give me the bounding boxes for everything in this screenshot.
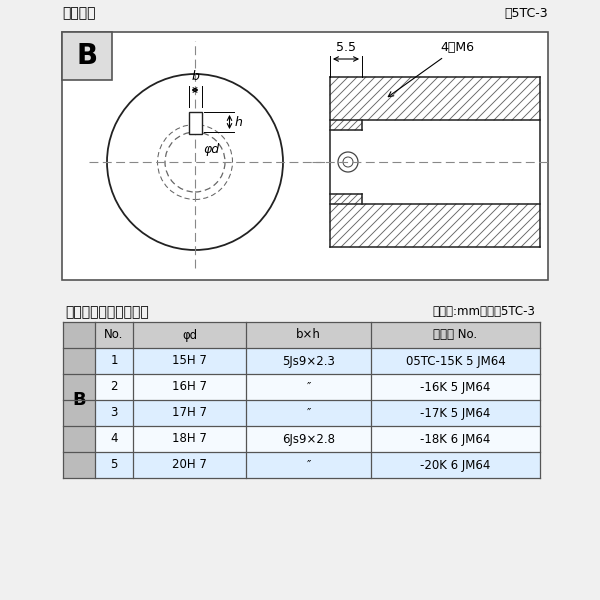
Text: B: B	[72, 391, 86, 409]
Text: ″: ″	[307, 407, 311, 419]
Bar	[371, 426, 540, 452]
Bar	[188, 112, 202, 134]
Text: 18H 7: 18H 7	[172, 433, 207, 445]
Text: 4: 4	[110, 433, 118, 445]
Bar	[371, 374, 540, 400]
Text: 15H 7: 15H 7	[172, 355, 207, 367]
Bar	[62, 32, 548, 280]
Text: 1: 1	[110, 355, 118, 367]
Text: B: B	[76, 42, 98, 70]
Bar	[133, 400, 246, 426]
Text: 2: 2	[110, 380, 118, 394]
Text: 5.5: 5.5	[336, 41, 356, 54]
Bar	[371, 452, 540, 478]
Text: b: b	[191, 70, 199, 83]
Bar	[133, 452, 246, 478]
Text: 軸穴形状コード一覧表: 軸穴形状コード一覧表	[65, 305, 149, 319]
Text: 5Js9×2.3: 5Js9×2.3	[282, 355, 335, 367]
Bar	[371, 322, 540, 348]
Text: h: h	[235, 115, 242, 128]
Bar	[63, 322, 95, 478]
Bar	[95, 400, 133, 426]
Text: 20H 7: 20H 7	[172, 458, 207, 472]
Text: 5: 5	[110, 458, 118, 472]
Bar	[246, 400, 371, 426]
Text: 3: 3	[110, 407, 118, 419]
Text: 4－M6: 4－M6	[388, 41, 474, 97]
Text: -18K 6 JM64: -18K 6 JM64	[421, 433, 491, 445]
Bar	[246, 322, 371, 348]
Bar	[371, 348, 540, 374]
Text: -16K 5 JM64: -16K 5 JM64	[421, 380, 491, 394]
Bar	[95, 322, 133, 348]
Bar	[330, 204, 540, 247]
Text: （単位:mm）　表5TC-3: （単位:mm） 表5TC-3	[432, 305, 535, 318]
Bar	[246, 374, 371, 400]
Text: 05TC-15K 5 JM64: 05TC-15K 5 JM64	[406, 355, 505, 367]
Text: 16H 7: 16H 7	[172, 380, 207, 394]
Text: ″: ″	[307, 380, 311, 394]
Text: No.: No.	[104, 329, 124, 341]
Bar	[246, 426, 371, 452]
Bar	[133, 374, 246, 400]
Bar	[95, 348, 133, 374]
Bar	[133, 322, 246, 348]
Bar	[246, 348, 371, 374]
Bar	[95, 426, 133, 452]
Bar	[330, 77, 540, 120]
Text: ″: ″	[307, 458, 311, 472]
Text: -17K 5 JM64: -17K 5 JM64	[421, 407, 491, 419]
Bar	[95, 374, 133, 400]
Text: φd: φd	[182, 329, 197, 341]
Bar	[330, 194, 362, 204]
Bar	[95, 452, 133, 478]
Bar	[133, 426, 246, 452]
Bar	[133, 348, 246, 374]
Text: 17H 7: 17H 7	[172, 407, 207, 419]
Text: 軸穴形状: 軸穴形状	[62, 6, 95, 20]
Text: 図5TC-3: 図5TC-3	[505, 7, 548, 20]
Bar	[62, 32, 112, 80]
Text: コード No.: コード No.	[433, 329, 478, 341]
Bar	[330, 120, 362, 130]
Bar	[371, 400, 540, 426]
Text: 6Js9×2.8: 6Js9×2.8	[282, 433, 335, 445]
Text: φd: φd	[203, 143, 219, 157]
Bar	[246, 452, 371, 478]
Text: -20K 6 JM64: -20K 6 JM64	[421, 458, 491, 472]
Text: b×h: b×h	[296, 329, 321, 341]
